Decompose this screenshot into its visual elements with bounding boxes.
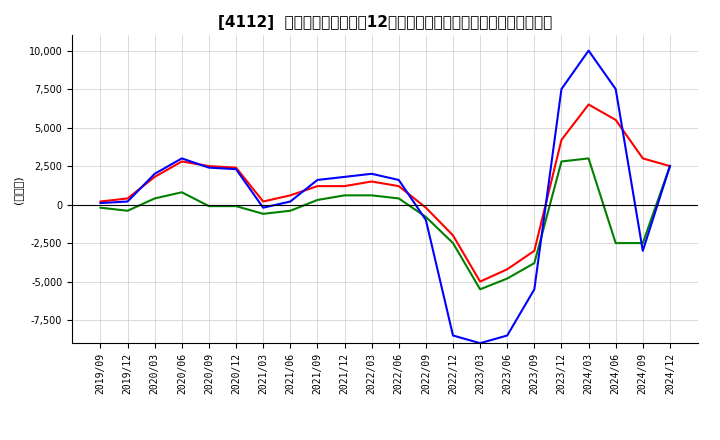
フリーCF <box>204 165 213 170</box>
Y-axis label: (百万円): (百万円) <box>13 175 23 204</box>
フリーCF <box>503 333 511 338</box>
営業CF <box>503 267 511 272</box>
投資CF <box>530 260 539 266</box>
投資CF <box>178 190 186 195</box>
営業CF <box>665 163 674 169</box>
フリーCF <box>232 166 240 172</box>
投資CF <box>476 287 485 292</box>
フリーCF <box>639 248 647 253</box>
Title: [4112]  キャッシュフローの12か月移動合計の対前年同期増減額の推移: [4112] キャッシュフローの12か月移動合計の対前年同期増減額の推移 <box>218 15 552 30</box>
フリーCF <box>313 177 322 183</box>
フリーCF <box>421 217 430 223</box>
フリーCF <box>178 156 186 161</box>
営業CF <box>421 205 430 210</box>
営業CF <box>611 117 620 122</box>
投資CF <box>395 196 403 201</box>
投資CF <box>584 156 593 161</box>
投資CF <box>367 193 376 198</box>
フリーCF <box>584 48 593 53</box>
フリーCF <box>259 205 268 210</box>
フリーCF <box>557 86 566 92</box>
投資CF <box>665 163 674 169</box>
投資CF <box>232 203 240 209</box>
フリーCF <box>449 333 457 338</box>
投資CF <box>96 205 105 210</box>
営業CF <box>530 248 539 253</box>
フリーCF <box>96 201 105 206</box>
フリーCF <box>341 174 349 180</box>
フリーCF <box>286 199 294 204</box>
フリーCF <box>476 341 485 346</box>
営業CF <box>178 159 186 164</box>
営業CF <box>341 183 349 189</box>
投資CF <box>639 240 647 246</box>
営業CF <box>557 137 566 143</box>
投資CF <box>313 197 322 202</box>
投資CF <box>123 208 132 213</box>
Line: フリーCF: フリーCF <box>101 51 670 343</box>
営業CF <box>367 179 376 184</box>
投資CF <box>611 240 620 246</box>
フリーCF <box>395 177 403 183</box>
営業CF <box>259 199 268 204</box>
投資CF <box>204 203 213 209</box>
Line: 投資CF: 投資CF <box>101 158 670 290</box>
営業CF <box>123 196 132 201</box>
投資CF <box>341 193 349 198</box>
フリーCF <box>530 287 539 292</box>
フリーCF <box>367 171 376 176</box>
投資CF <box>557 159 566 164</box>
投資CF <box>259 211 268 216</box>
営業CF <box>150 174 159 180</box>
フリーCF <box>150 171 159 176</box>
営業CF <box>204 163 213 169</box>
投資CF <box>503 276 511 281</box>
営業CF <box>313 183 322 189</box>
投資CF <box>150 196 159 201</box>
営業CF <box>584 102 593 107</box>
営業CF <box>449 233 457 238</box>
投資CF <box>286 208 294 213</box>
フリーCF <box>611 86 620 92</box>
営業CF <box>232 165 240 170</box>
営業CF <box>286 193 294 198</box>
Line: 営業CF: 営業CF <box>101 104 670 282</box>
営業CF <box>395 183 403 189</box>
営業CF <box>476 279 485 284</box>
フリーCF <box>665 163 674 169</box>
フリーCF <box>123 199 132 204</box>
営業CF <box>96 199 105 204</box>
営業CF <box>639 156 647 161</box>
投資CF <box>449 240 457 246</box>
投資CF <box>421 214 430 220</box>
